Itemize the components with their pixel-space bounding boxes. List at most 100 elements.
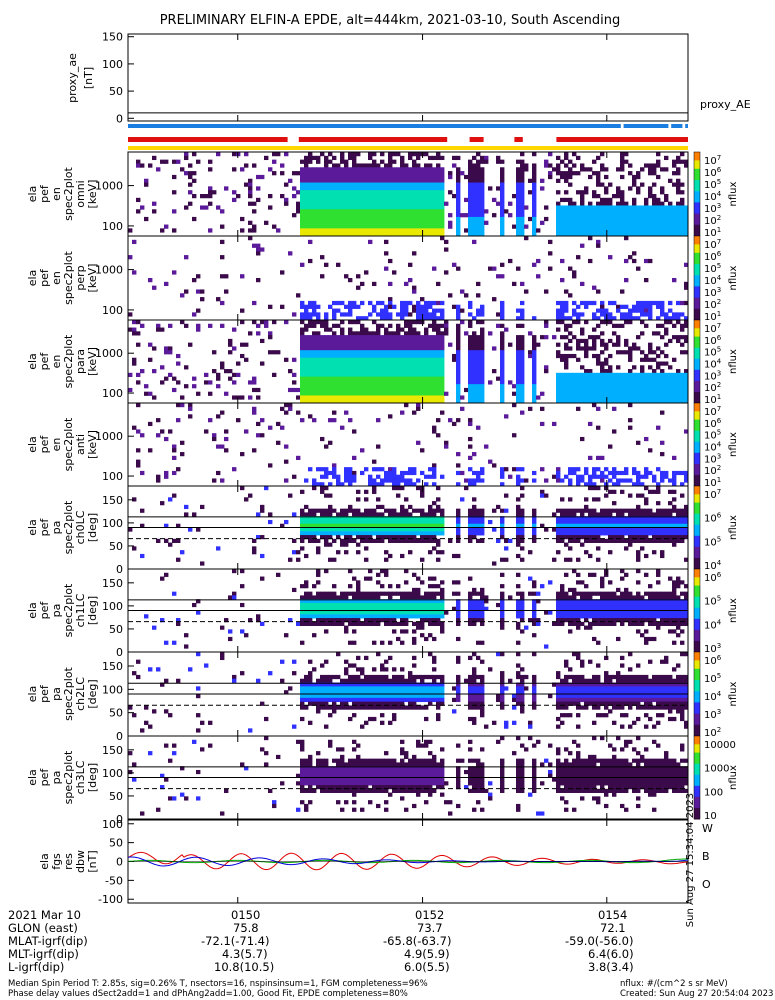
heatmap-cell <box>356 365 361 370</box>
heatmap-cell <box>604 523 609 528</box>
heatmap-cell <box>360 391 365 396</box>
heatmap-cell <box>628 213 633 218</box>
heatmap-cell <box>332 399 337 404</box>
y-tick-label: 150 <box>102 31 123 44</box>
heatmap-cell <box>676 380 681 385</box>
heatmap-cell <box>468 171 473 176</box>
heatmap-cell <box>388 508 393 513</box>
heatmap-cell <box>680 201 685 206</box>
heatmap-cell <box>356 395 361 400</box>
heatmap-cell <box>308 399 313 404</box>
heatmap-cell <box>516 209 521 214</box>
heatmap-cell <box>472 224 477 229</box>
heatmap-cell <box>372 516 377 521</box>
heatmap-cell <box>364 512 369 517</box>
colorbar-step <box>694 219 700 223</box>
colorbar-step <box>694 283 700 287</box>
heatmap-cell <box>472 163 477 168</box>
heatmap-cell <box>420 213 425 218</box>
heatmap-cell <box>320 384 325 389</box>
heatmap-cell <box>668 395 673 400</box>
heatmap-cell <box>332 376 337 381</box>
heatmap-cell <box>180 440 185 445</box>
heatmap-cell <box>268 331 273 336</box>
heatmap-cell <box>660 519 665 525</box>
heatmap-cell <box>316 361 321 366</box>
heatmap-cell <box>436 361 441 366</box>
heatmap-cell <box>396 190 401 195</box>
heatmap-cell <box>300 523 305 528</box>
heatmap-cell <box>208 228 213 233</box>
heatmap-cell <box>368 372 373 377</box>
heatmap-cell <box>532 197 537 203</box>
heatmap-cell <box>584 209 589 214</box>
heatmap-cell <box>632 516 637 521</box>
heatmap-cell <box>496 323 501 328</box>
heatmap-cell <box>544 289 549 294</box>
heatmap-cell <box>356 353 361 359</box>
heatmap-cell <box>316 614 321 619</box>
heatmap-cell <box>648 346 653 351</box>
heatmap-cell <box>632 365 637 370</box>
status-bar-epd <box>469 137 484 142</box>
heatmap-cell <box>480 320 485 325</box>
heatmap-cell <box>364 391 369 396</box>
heatmap-cell <box>260 535 265 540</box>
heatmap-cell <box>352 213 357 218</box>
heatmap-cell <box>468 478 473 483</box>
heatmap-cell <box>388 232 393 237</box>
colorbar-step <box>694 241 700 245</box>
heatmap-cell <box>680 482 685 487</box>
heatmap-cell <box>384 384 389 389</box>
y-axis-label-part: omni <box>74 180 87 207</box>
heatmap-cell <box>228 338 233 344</box>
heatmap-cell <box>336 602 341 608</box>
heatmap-cell <box>560 376 565 381</box>
heatmap-cell <box>652 331 657 336</box>
colorbar-step <box>694 303 700 307</box>
heatmap-cell <box>608 182 613 187</box>
heatmap-cell <box>420 372 425 377</box>
heatmap-cell <box>400 174 405 180</box>
heatmap-cell <box>632 209 637 214</box>
heatmap-cell <box>532 152 537 157</box>
heatmap-cell <box>304 387 309 393</box>
heatmap-cell <box>532 346 537 351</box>
heatmap-cell <box>356 194 361 199</box>
heatmap-cell <box>464 387 469 393</box>
heatmap-cell <box>176 467 181 472</box>
heatmap-cell <box>352 159 357 164</box>
heatmap-cell <box>628 403 633 408</box>
heatmap-cell <box>308 538 313 543</box>
heatmap-cell <box>332 201 337 206</box>
heatmap-cell <box>684 350 689 355</box>
heatmap-cell <box>292 380 297 385</box>
heatmap-cell <box>640 527 645 532</box>
heatmap-cell <box>348 338 353 344</box>
heatmap-cell <box>600 361 605 366</box>
heatmap-cell <box>276 228 281 233</box>
heatmap-cell <box>684 163 689 168</box>
heatmap-cell <box>360 316 365 321</box>
heatmap-cell <box>248 228 253 233</box>
heatmap-cell <box>652 380 657 385</box>
heatmap-cell <box>468 353 473 359</box>
heatmap-cell <box>520 232 525 237</box>
heatmap-cell <box>408 323 413 328</box>
heatmap-cell <box>376 365 381 370</box>
heatmap-cell <box>360 335 365 340</box>
heatmap-cell <box>328 335 333 340</box>
heatmap-cell <box>608 216 613 222</box>
heatmap-cell <box>320 167 325 172</box>
heatmap-cell <box>412 531 417 536</box>
heatmap-cell <box>256 512 261 517</box>
heatmap-cell <box>500 232 505 237</box>
heatmap-cell <box>412 399 417 404</box>
heatmap-cell <box>628 399 633 404</box>
heatmap-cell <box>612 194 617 199</box>
heatmap-cell <box>672 209 677 214</box>
heatmap-cell <box>328 621 333 626</box>
heatmap-cell <box>396 391 401 396</box>
heatmap-cell <box>356 216 361 222</box>
